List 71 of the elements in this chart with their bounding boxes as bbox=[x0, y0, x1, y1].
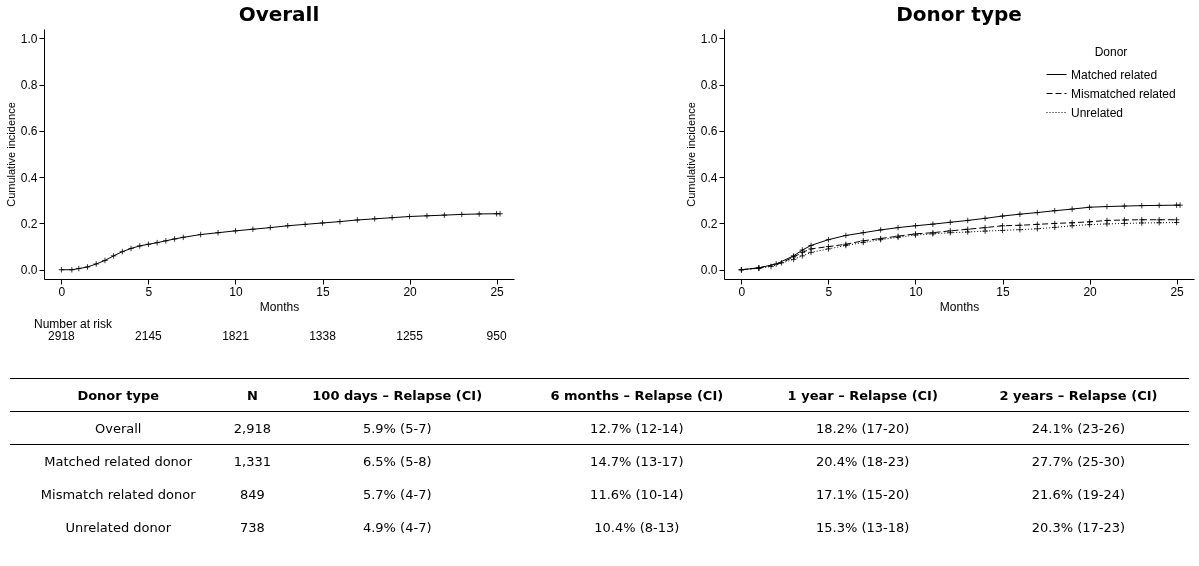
text: 950 bbox=[486, 329, 507, 343]
category-label: 2 years – Relapse (CI) bbox=[967, 378, 1189, 412]
text: 1821 bbox=[222, 329, 250, 343]
text: 14.7% (13-17) bbox=[590, 453, 684, 469]
text: 10.4% (8-13) bbox=[594, 519, 680, 535]
text: 20.3% (17-23) bbox=[1031, 519, 1126, 535]
y-tick-label: 0.2 bbox=[700, 216, 718, 231]
y-tick-label: 0.0 bbox=[20, 263, 38, 278]
x-tick-label: 0 bbox=[738, 284, 746, 299]
text: Number at risk bbox=[34, 317, 114, 331]
y-tick-label: 0.4 bbox=[20, 170, 38, 185]
text: 738 bbox=[240, 519, 265, 535]
text: 2145 bbox=[135, 329, 163, 343]
category-label: Matched related donor bbox=[44, 453, 193, 469]
category-label: Mismatch related donor bbox=[40, 486, 196, 502]
text: 1338 bbox=[309, 329, 337, 343]
text: 11.6% (10-14) bbox=[590, 486, 684, 502]
x-axis-title: Months bbox=[259, 299, 300, 314]
category-label: 1 year – Relapse (CI) bbox=[757, 378, 968, 412]
x-tick-label: 25 bbox=[490, 284, 505, 299]
text: 1255 bbox=[396, 329, 424, 343]
y-tick-label: 0.6 bbox=[20, 124, 38, 139]
x-tick-label: 20 bbox=[403, 284, 418, 299]
legend-title: Donor bbox=[1094, 45, 1128, 59]
x-tick-label: 25 bbox=[1170, 284, 1185, 299]
text: 21.6% (19-24) bbox=[1031, 486, 1126, 502]
y-tick-label: 0.8 bbox=[700, 78, 718, 93]
category-label: Donor type bbox=[10, 378, 227, 412]
y-tick-label: 0.0 bbox=[700, 263, 718, 278]
y-tick-label: 1.0 bbox=[20, 31, 38, 46]
x-tick-label: 10 bbox=[229, 284, 243, 299]
text: 849 bbox=[240, 486, 265, 502]
y-tick-label: 0.4 bbox=[700, 170, 718, 185]
text: 4.9% (4-7) bbox=[362, 519, 432, 535]
y-axis-title: Cumulative incidence bbox=[4, 102, 17, 207]
text: 27.7% (25-30) bbox=[1031, 453, 1126, 469]
x-tick-label: 20 bbox=[1083, 284, 1098, 299]
x-tick-label: 15 bbox=[316, 284, 331, 299]
text: 24.1% (23-26) bbox=[1031, 420, 1126, 436]
text: 5.7% (4-7) bbox=[362, 486, 432, 502]
text: 12.7% (12-14) bbox=[590, 420, 684, 436]
chart-title: Overall bbox=[238, 2, 320, 26]
category-label: Unrelated donor bbox=[65, 519, 172, 535]
category-label: Overall bbox=[94, 420, 142, 436]
legend-label: Matched related bbox=[1071, 67, 1158, 82]
chart-title: Donor type bbox=[896, 2, 1022, 26]
y-tick-label: 0.2 bbox=[20, 216, 38, 231]
text: 15.3% (13-18) bbox=[816, 519, 910, 535]
x-tick-label: 15 bbox=[996, 284, 1011, 299]
y-tick-label: 0.8 bbox=[20, 78, 38, 93]
y-tick-label: 0.6 bbox=[700, 124, 718, 139]
text: 17.1% (15-20) bbox=[816, 486, 910, 502]
y-axis-title: Cumulative incidence bbox=[684, 102, 697, 207]
x-axis-title: Months bbox=[939, 299, 980, 314]
x-tick-label: 5 bbox=[145, 284, 153, 299]
text: 6.5% (5-8) bbox=[362, 453, 432, 469]
legend-label: Mismatched related bbox=[1071, 86, 1176, 101]
text: 5.9% (5-7) bbox=[362, 420, 432, 436]
category-label: 100 days – Relapse (CI) bbox=[278, 378, 516, 412]
text: 18.2% (17-20) bbox=[816, 420, 910, 436]
text: 1,331 bbox=[233, 453, 272, 469]
x-tick-label: 0 bbox=[58, 284, 66, 299]
x-tick-label: 5 bbox=[825, 284, 833, 299]
category-label: 6 months – Relapse (CI) bbox=[515, 378, 758, 412]
text: 2,918 bbox=[233, 420, 272, 436]
x-tick-label: 10 bbox=[909, 284, 923, 299]
category-label: N bbox=[226, 378, 279, 412]
text: 20.4% (18-23) bbox=[816, 453, 910, 469]
y-tick-label: 1.0 bbox=[700, 31, 718, 46]
legend-label: Unrelated bbox=[1071, 105, 1124, 120]
text: 2918 bbox=[48, 329, 76, 343]
